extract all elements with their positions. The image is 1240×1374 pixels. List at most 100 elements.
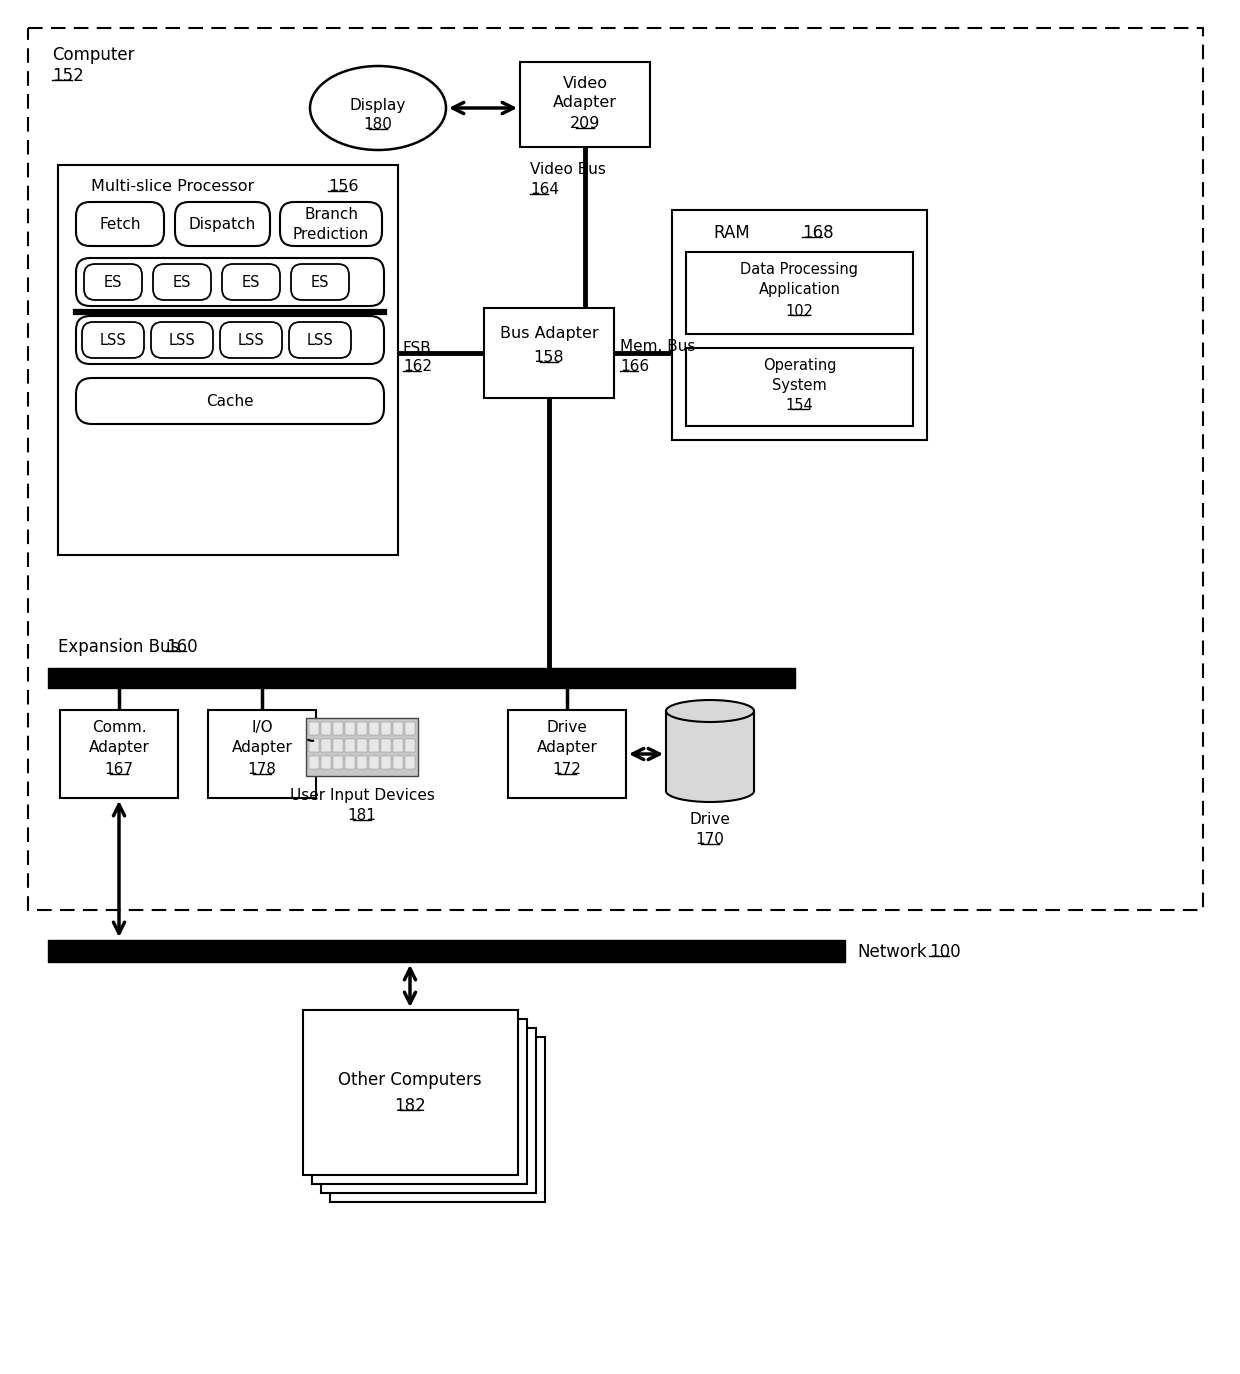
FancyBboxPatch shape: [381, 739, 391, 752]
Text: Bus Adapter: Bus Adapter: [500, 326, 599, 341]
Text: Adapter: Adapter: [232, 741, 293, 754]
FancyBboxPatch shape: [309, 721, 319, 735]
Text: 182: 182: [394, 1096, 425, 1114]
FancyBboxPatch shape: [686, 348, 913, 426]
FancyBboxPatch shape: [222, 264, 280, 300]
FancyBboxPatch shape: [289, 322, 351, 359]
FancyBboxPatch shape: [321, 721, 331, 735]
FancyBboxPatch shape: [393, 756, 403, 769]
Text: Other Computers: Other Computers: [339, 1070, 482, 1090]
Text: Display: Display: [350, 98, 407, 113]
Text: Video: Video: [563, 76, 608, 91]
Text: Adapter: Adapter: [537, 741, 598, 754]
FancyBboxPatch shape: [405, 756, 415, 769]
FancyBboxPatch shape: [370, 756, 379, 769]
FancyBboxPatch shape: [334, 721, 343, 735]
Text: 180: 180: [363, 117, 392, 132]
Ellipse shape: [666, 780, 754, 802]
Text: 100: 100: [929, 943, 961, 960]
Text: LSS: LSS: [238, 333, 264, 348]
FancyBboxPatch shape: [208, 710, 316, 798]
FancyBboxPatch shape: [345, 721, 355, 735]
FancyBboxPatch shape: [672, 210, 928, 440]
FancyBboxPatch shape: [321, 739, 331, 752]
Text: 167: 167: [104, 763, 134, 778]
FancyBboxPatch shape: [76, 258, 384, 306]
FancyBboxPatch shape: [393, 721, 403, 735]
FancyBboxPatch shape: [309, 756, 319, 769]
Text: LSS: LSS: [99, 333, 126, 348]
Text: Application: Application: [759, 282, 841, 297]
Text: Multi-slice Processor: Multi-slice Processor: [92, 179, 254, 194]
Text: I/O: I/O: [252, 720, 273, 735]
FancyBboxPatch shape: [153, 264, 211, 300]
Text: Cache: Cache: [206, 393, 254, 408]
Text: Data Processing: Data Processing: [740, 262, 858, 278]
FancyBboxPatch shape: [330, 1037, 546, 1202]
Text: Prediction: Prediction: [293, 227, 370, 242]
FancyBboxPatch shape: [357, 756, 367, 769]
FancyBboxPatch shape: [405, 721, 415, 735]
FancyBboxPatch shape: [508, 710, 626, 798]
FancyBboxPatch shape: [370, 721, 379, 735]
FancyBboxPatch shape: [520, 62, 650, 147]
Text: 158: 158: [533, 350, 564, 365]
FancyBboxPatch shape: [280, 202, 382, 246]
Text: 172: 172: [553, 763, 582, 778]
Text: 164: 164: [529, 181, 559, 196]
FancyBboxPatch shape: [686, 251, 913, 334]
Text: 152: 152: [52, 67, 84, 85]
FancyBboxPatch shape: [334, 756, 343, 769]
FancyBboxPatch shape: [345, 739, 355, 752]
FancyBboxPatch shape: [60, 710, 179, 798]
Text: ES: ES: [172, 275, 191, 290]
Text: LSS: LSS: [306, 333, 334, 348]
FancyBboxPatch shape: [219, 322, 281, 359]
FancyBboxPatch shape: [484, 308, 614, 398]
FancyBboxPatch shape: [321, 756, 331, 769]
FancyBboxPatch shape: [291, 264, 348, 300]
Text: System: System: [773, 378, 827, 393]
FancyBboxPatch shape: [345, 756, 355, 769]
FancyBboxPatch shape: [309, 739, 319, 752]
FancyBboxPatch shape: [321, 1028, 536, 1193]
Text: 156: 156: [329, 179, 358, 194]
FancyBboxPatch shape: [82, 322, 144, 359]
Text: 166: 166: [620, 359, 649, 374]
Text: ES: ES: [242, 275, 260, 290]
FancyBboxPatch shape: [175, 202, 270, 246]
FancyBboxPatch shape: [405, 739, 415, 752]
FancyBboxPatch shape: [357, 739, 367, 752]
Text: 160: 160: [166, 638, 197, 655]
Text: FSB: FSB: [403, 341, 432, 356]
Text: Expansion Bus: Expansion Bus: [58, 638, 180, 655]
Text: 170: 170: [696, 833, 724, 846]
FancyBboxPatch shape: [381, 756, 391, 769]
Text: LSS: LSS: [169, 333, 196, 348]
Text: 102: 102: [785, 304, 813, 319]
Text: 181: 181: [347, 808, 377, 823]
FancyBboxPatch shape: [334, 739, 343, 752]
Text: 168: 168: [802, 224, 833, 242]
Ellipse shape: [310, 66, 446, 150]
Text: 178: 178: [248, 763, 277, 778]
FancyBboxPatch shape: [370, 739, 379, 752]
Text: Operating: Operating: [763, 359, 836, 372]
FancyBboxPatch shape: [58, 165, 398, 555]
FancyBboxPatch shape: [303, 1010, 518, 1175]
Text: Drive: Drive: [547, 720, 588, 735]
Text: Fetch: Fetch: [99, 217, 141, 231]
FancyBboxPatch shape: [151, 322, 213, 359]
Text: ES: ES: [311, 275, 330, 290]
Text: Comm.: Comm.: [92, 720, 146, 735]
Text: Dispatch: Dispatch: [188, 217, 255, 231]
Text: 154: 154: [786, 398, 813, 414]
Text: 162: 162: [403, 359, 432, 374]
Text: Video Bus: Video Bus: [529, 162, 606, 177]
Text: ES: ES: [104, 275, 123, 290]
FancyBboxPatch shape: [84, 264, 143, 300]
FancyBboxPatch shape: [393, 739, 403, 752]
FancyBboxPatch shape: [357, 721, 367, 735]
Text: Adapter: Adapter: [553, 95, 618, 110]
Text: 209: 209: [570, 115, 600, 131]
